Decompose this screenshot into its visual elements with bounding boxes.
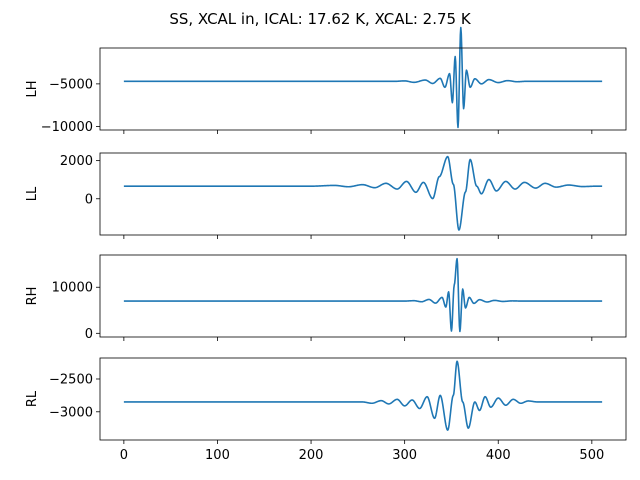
- y-tick-label: 0: [85, 192, 93, 207]
- series-line-lh: [123, 26, 603, 129]
- x-tick-label: 500: [579, 448, 604, 463]
- x-tick-label: 100: [205, 448, 230, 463]
- y-tick-label: 2000: [60, 154, 93, 169]
- y-tick-label: 0: [85, 327, 93, 342]
- axes-frame: [99, 357, 627, 441]
- panel-lh: −5000 −10000 LH: [25, 26, 627, 135]
- x-tick-label: 200: [299, 448, 324, 463]
- y-axis-label: LH: [25, 80, 40, 97]
- y-tick-label: −10000: [41, 120, 93, 135]
- y-axis-label: RL: [25, 390, 40, 407]
- y-axis-label: RH: [25, 287, 40, 306]
- chart-title: SS, XCAL in, ICAL: 17.62 K, XCAL: 2.75 K: [169, 10, 472, 28]
- y-tick-label: 10000: [52, 281, 93, 296]
- x-tick-label: 0: [120, 448, 128, 463]
- y-tick-label: −3000: [49, 405, 93, 420]
- axes-frame: [99, 152, 627, 236]
- series-line-ll: [123, 155, 603, 231]
- panel-rl: −2500 −3000 RL 0 100 200 300 400 500: [25, 357, 627, 463]
- panel-rh: 10000 0 RH: [25, 254, 627, 342]
- y-axis-label: LL: [25, 186, 40, 201]
- series-line-rh: [123, 257, 603, 333]
- axes-frame: [99, 47, 627, 131]
- x-tick-label: 300: [392, 448, 417, 463]
- axes-frame: [99, 254, 627, 338]
- series-line-rl: [123, 360, 603, 431]
- y-tick-label: −5000: [49, 77, 93, 92]
- x-tick-label: 400: [486, 448, 511, 463]
- panel-ll: 2000 0 LL: [25, 152, 627, 239]
- y-tick-label: −2500: [49, 372, 93, 387]
